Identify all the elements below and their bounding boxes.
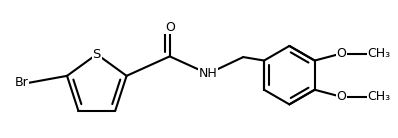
Text: O: O — [336, 90, 346, 103]
Text: O: O — [336, 47, 346, 60]
Text: Br: Br — [15, 76, 29, 89]
Text: S: S — [93, 48, 101, 61]
Text: CH₃: CH₃ — [368, 90, 391, 103]
Text: NH: NH — [199, 67, 217, 80]
Text: CH₃: CH₃ — [368, 47, 391, 60]
Text: O: O — [165, 21, 175, 34]
